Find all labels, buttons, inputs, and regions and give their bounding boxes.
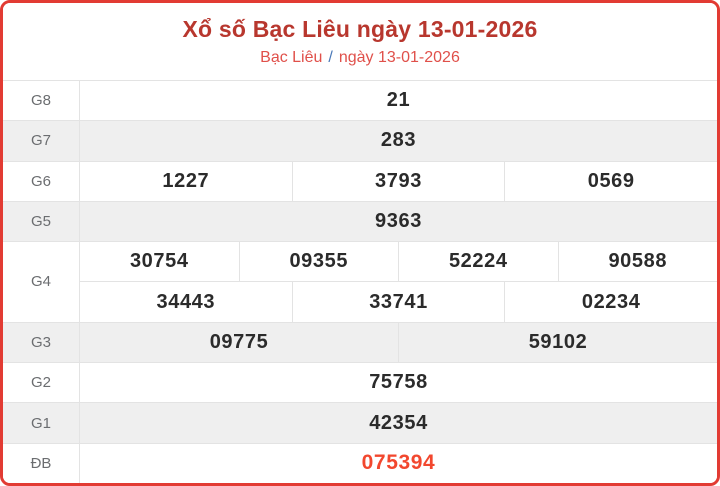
table-row: G3 09775 59102 bbox=[3, 321, 717, 363]
prize-number: 3793 bbox=[291, 161, 505, 201]
prize-label: G6 bbox=[3, 161, 80, 201]
prize-label: G8 bbox=[3, 81, 80, 121]
prize-values: 283 bbox=[80, 121, 717, 160]
table-row: G5 9363 bbox=[3, 200, 717, 242]
table-row: G6 1227 3793 0569 bbox=[3, 160, 717, 201]
prize-sub-row: 283 bbox=[80, 121, 717, 160]
prize-number: 59102 bbox=[398, 322, 717, 363]
prize-number: 21 bbox=[386, 89, 411, 112]
breadcrumb: Bạc Liêu / ngày 13-01-2026 bbox=[260, 49, 460, 67]
prize-values: 9363 bbox=[80, 202, 717, 241]
prize-number: 02234 bbox=[504, 282, 717, 322]
prize-values: 075394 bbox=[80, 444, 717, 483]
prize-values: 09775 59102 bbox=[80, 322, 717, 363]
prize-sub-row: 1227 3793 0569 bbox=[80, 161, 717, 201]
prize-sub-row: 9363 bbox=[80, 202, 717, 241]
prize-label: G5 bbox=[3, 201, 80, 242]
prize-number: 9363 bbox=[375, 210, 422, 233]
prize-values: 30754 09355 52224 90588 34443 33741 02234 bbox=[80, 242, 717, 322]
prize-number: 75758 bbox=[369, 371, 428, 394]
prize-number: 90588 bbox=[557, 242, 718, 282]
prize-number: 09355 bbox=[238, 242, 399, 282]
prize-label: G3 bbox=[3, 322, 80, 363]
breadcrumb-separator: / bbox=[328, 49, 333, 66]
breadcrumb-date-link[interactable]: ngày 13-01-2026 bbox=[338, 49, 460, 66]
table-row: G7 283 bbox=[3, 120, 717, 161]
prize-number: 30754 bbox=[129, 250, 189, 273]
prize-number: 09775 bbox=[209, 330, 269, 353]
table-row: G2 75758 bbox=[3, 362, 717, 403]
results-table: G8 21 G7 283 G6 1227 3793 0569 G5 9363 G4 30754 0935… bbox=[3, 80, 717, 483]
prize-sub-row: 42354 bbox=[80, 403, 717, 442]
prize-number: 0569 bbox=[504, 161, 717, 201]
prize-sub-row: 21 bbox=[80, 81, 717, 120]
prize-values: 75758 bbox=[80, 363, 717, 402]
prize-number: 283 bbox=[380, 129, 417, 152]
prize-sub-row: 30754 09355 52224 90588 bbox=[80, 242, 718, 282]
table-row: G4 30754 09355 52224 90588 34443 33741 02234 bbox=[3, 241, 717, 322]
prize-number: 42354 bbox=[369, 411, 428, 434]
results-header: Xổ số Bạc Liêu ngày 13-01-2026 Bạc Liêu /… bbox=[3, 3, 717, 80]
table-row: G8 21 bbox=[3, 80, 717, 121]
prize-number: 33741 bbox=[291, 282, 505, 322]
breadcrumb-region-link[interactable]: Bạc Liêu bbox=[260, 49, 323, 66]
prize-number: 34443 bbox=[156, 290, 216, 313]
prize-label: ĐB bbox=[3, 443, 80, 483]
prize-number: 1227 bbox=[162, 169, 210, 192]
table-row: ĐB 075394 bbox=[3, 442, 717, 483]
prize-sub-row: 34443 33741 02234 bbox=[80, 281, 717, 322]
prize-values: 21 bbox=[80, 81, 717, 120]
prize-number: 52224 bbox=[398, 242, 558, 282]
prize-label: G7 bbox=[3, 121, 80, 161]
prize-label: G4 bbox=[3, 242, 80, 322]
prize-number: 075394 bbox=[361, 451, 436, 475]
prize-sub-row: 75758 bbox=[80, 363, 717, 402]
prize-values: 1227 3793 0569 bbox=[80, 161, 717, 201]
prize-label: G1 bbox=[3, 403, 80, 443]
table-row: G1 42354 bbox=[3, 402, 717, 443]
prize-values: 42354 bbox=[80, 403, 717, 442]
prize-sub-row: 075394 bbox=[80, 444, 717, 483]
page-title: Xổ số Bạc Liêu ngày 13-01-2026 bbox=[182, 16, 538, 42]
prize-label: G2 bbox=[3, 363, 80, 403]
prize-sub-row: 09775 59102 bbox=[80, 322, 717, 363]
